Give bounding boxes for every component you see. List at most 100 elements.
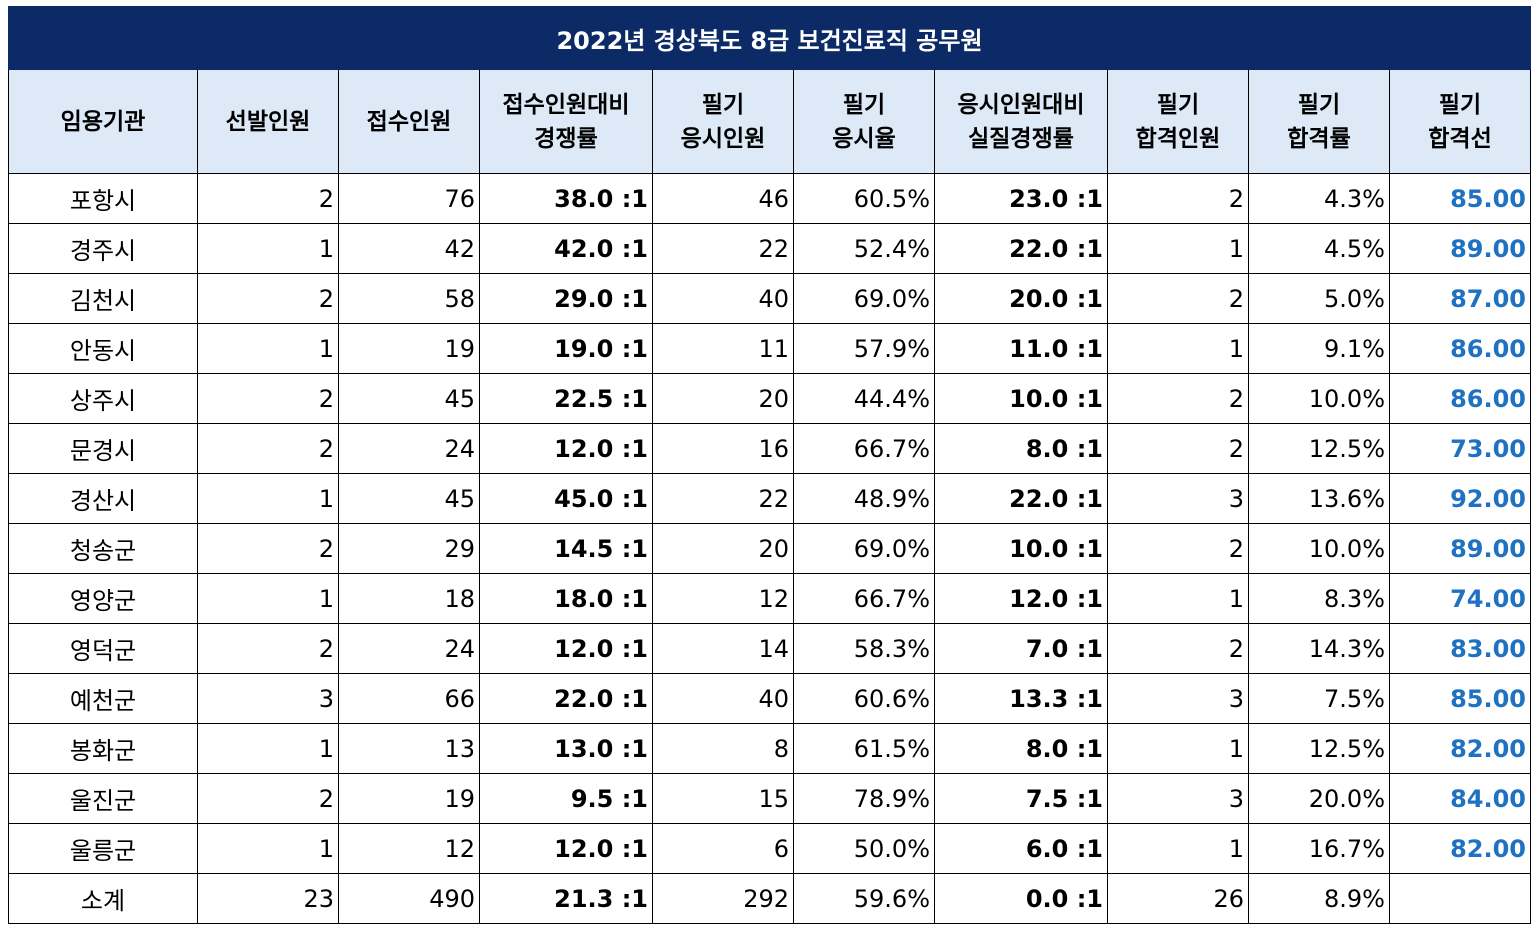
cell-real-ratio[interactable]: 7.0 :1 bbox=[934, 623, 1108, 674]
cell-app-ratio[interactable]: 12.0 :1 bbox=[479, 423, 653, 474]
cell-written-takers[interactable]: 292 bbox=[652, 873, 794, 924]
cell-selected[interactable]: 3 bbox=[197, 673, 339, 724]
header-written-passers[interactable]: 필기 합격인원 bbox=[1107, 69, 1249, 174]
cell-app-ratio[interactable]: 22.0 :1 bbox=[479, 673, 653, 724]
header-written-rate[interactable]: 필기 응시율 bbox=[793, 69, 935, 174]
cell-written-rate[interactable]: 69.0% bbox=[793, 273, 935, 324]
cell-applicants[interactable]: 29 bbox=[338, 523, 480, 574]
cell-applicants[interactable]: 66 bbox=[338, 673, 480, 724]
cell-app-ratio[interactable]: 13.0 :1 bbox=[479, 723, 653, 774]
cell-selected[interactable]: 1 bbox=[197, 323, 339, 374]
cell-written-takers[interactable]: 6 bbox=[652, 823, 794, 874]
cell-agency[interactable]: 울릉군 bbox=[8, 823, 198, 874]
cell-app-ratio[interactable]: 19.0 :1 bbox=[479, 323, 653, 374]
cell-written-takers[interactable]: 40 bbox=[652, 673, 794, 724]
cell-agency[interactable]: 청송군 bbox=[8, 523, 198, 574]
cell-app-ratio[interactable]: 22.5 :1 bbox=[479, 373, 653, 424]
header-selected[interactable]: 선발인원 bbox=[197, 69, 339, 174]
cell-agency[interactable]: 안동시 bbox=[8, 323, 198, 374]
cell-real-ratio[interactable]: 22.0 :1 bbox=[934, 473, 1108, 524]
cell-pass-rate[interactable]: 13.6% bbox=[1248, 473, 1390, 524]
cell-selected[interactable]: 2 bbox=[197, 273, 339, 324]
cell-written-passers[interactable]: 2 bbox=[1107, 623, 1249, 674]
cell-agency[interactable]: 영양군 bbox=[8, 573, 198, 624]
cell-written-passers[interactable]: 3 bbox=[1107, 473, 1249, 524]
cell-applicants[interactable]: 58 bbox=[338, 273, 480, 324]
cell-app-ratio[interactable]: 18.0 :1 bbox=[479, 573, 653, 624]
cell-selected[interactable]: 23 bbox=[197, 873, 339, 924]
cell-app-ratio[interactable]: 14.5 :1 bbox=[479, 523, 653, 574]
cell-real-ratio[interactable]: 22.0 :1 bbox=[934, 223, 1108, 274]
cell-app-ratio[interactable]: 12.0 :1 bbox=[479, 823, 653, 874]
cell-real-ratio[interactable]: 12.0 :1 bbox=[934, 573, 1108, 624]
cell-real-ratio[interactable]: 20.0 :1 bbox=[934, 273, 1108, 324]
cell-written-rate[interactable]: 66.7% bbox=[793, 423, 935, 474]
cell-real-ratio[interactable]: 11.0 :1 bbox=[934, 323, 1108, 374]
cell-applicants[interactable]: 18 bbox=[338, 573, 480, 624]
cell-selected[interactable]: 2 bbox=[197, 173, 339, 224]
cell-written-passers[interactable]: 1 bbox=[1107, 323, 1249, 374]
cell-written-rate[interactable]: 58.3% bbox=[793, 623, 935, 674]
cell-written-rate[interactable]: 60.6% bbox=[793, 673, 935, 724]
cell-real-ratio[interactable]: 7.5 :1 bbox=[934, 773, 1108, 824]
cell-agency[interactable]: 포항시 bbox=[8, 173, 198, 224]
header-app-ratio[interactable]: 접수인원대비 경쟁률 bbox=[479, 69, 653, 174]
cell-selected[interactable]: 1 bbox=[197, 223, 339, 274]
cell-applicants[interactable]: 45 bbox=[338, 373, 480, 424]
cell-written-takers[interactable]: 14 bbox=[652, 623, 794, 674]
cell-agency[interactable]: 문경시 bbox=[8, 423, 198, 474]
cell-written-passers[interactable]: 2 bbox=[1107, 423, 1249, 474]
cell-written-passers[interactable]: 1 bbox=[1107, 573, 1249, 624]
cell-selected[interactable]: 1 bbox=[197, 723, 339, 774]
cell-app-ratio[interactable]: 21.3 :1 bbox=[479, 873, 653, 924]
cell-applicants[interactable]: 24 bbox=[338, 623, 480, 674]
cell-agency[interactable]: 봉화군 bbox=[8, 723, 198, 774]
cell-cutoff[interactable]: 82.00 bbox=[1388, 823, 1532, 874]
cell-cutoff[interactable]: 84.00 bbox=[1388, 773, 1532, 824]
header-cutoff[interactable]: 필기 합격선 bbox=[1388, 69, 1532, 174]
cell-cutoff[interactable]: 89.00 bbox=[1388, 223, 1532, 274]
cell-written-passers[interactable]: 2 bbox=[1107, 373, 1249, 424]
cell-real-ratio[interactable]: 8.0 :1 bbox=[934, 723, 1108, 774]
cell-applicants[interactable]: 42 bbox=[338, 223, 480, 274]
cell-written-rate[interactable]: 57.9% bbox=[793, 323, 935, 374]
header-applicants[interactable]: 접수인원 bbox=[338, 69, 480, 174]
cell-app-ratio[interactable]: 38.0 :1 bbox=[479, 173, 653, 224]
cell-pass-rate[interactable]: 12.5% bbox=[1248, 723, 1390, 774]
cell-written-rate[interactable]: 78.9% bbox=[793, 773, 935, 824]
cell-written-takers[interactable]: 22 bbox=[652, 223, 794, 274]
cell-real-ratio[interactable]: 10.0 :1 bbox=[934, 373, 1108, 424]
cell-written-passers[interactable]: 3 bbox=[1107, 673, 1249, 724]
cell-written-passers[interactable]: 3 bbox=[1107, 773, 1249, 824]
cell-cutoff[interactable]: 92.00 bbox=[1388, 473, 1532, 524]
cell-written-takers[interactable]: 22 bbox=[652, 473, 794, 524]
cell-agency[interactable]: 경산시 bbox=[8, 473, 198, 524]
cell-written-takers[interactable]: 15 bbox=[652, 773, 794, 824]
cell-cutoff[interactable]: 85.00 bbox=[1388, 173, 1532, 224]
cell-applicants[interactable]: 19 bbox=[338, 773, 480, 824]
cell-cutoff[interactable] bbox=[1388, 873, 1532, 924]
cell-selected[interactable]: 1 bbox=[197, 573, 339, 624]
cell-app-ratio[interactable]: 29.0 :1 bbox=[479, 273, 653, 324]
cell-applicants[interactable]: 13 bbox=[338, 723, 480, 774]
cell-agency[interactable]: 경주시 bbox=[8, 223, 198, 274]
cell-cutoff[interactable]: 86.00 bbox=[1388, 373, 1532, 424]
cell-app-ratio[interactable]: 42.0 :1 bbox=[479, 223, 653, 274]
cell-real-ratio[interactable]: 13.3 :1 bbox=[934, 673, 1108, 724]
header-pass-rate[interactable]: 필기 합격률 bbox=[1248, 69, 1390, 174]
cell-selected[interactable]: 1 bbox=[197, 473, 339, 524]
cell-applicants[interactable]: 12 bbox=[338, 823, 480, 874]
cell-written-rate[interactable]: 50.0% bbox=[793, 823, 935, 874]
header-written-takers[interactable]: 필기 응시인원 bbox=[652, 69, 794, 174]
cell-selected[interactable]: 1 bbox=[197, 823, 339, 874]
cell-written-passers[interactable]: 1 bbox=[1107, 223, 1249, 274]
cell-cutoff[interactable]: 86.00 bbox=[1388, 323, 1532, 374]
cell-agency[interactable]: 예천군 bbox=[8, 673, 198, 724]
cell-cutoff[interactable]: 74.00 bbox=[1388, 573, 1532, 624]
cell-applicants[interactable]: 19 bbox=[338, 323, 480, 374]
cell-real-ratio[interactable]: 6.0 :1 bbox=[934, 823, 1108, 874]
cell-pass-rate[interactable]: 4.3% bbox=[1248, 173, 1390, 224]
cell-pass-rate[interactable]: 9.1% bbox=[1248, 323, 1390, 374]
cell-app-ratio[interactable]: 45.0 :1 bbox=[479, 473, 653, 524]
cell-applicants[interactable]: 490 bbox=[338, 873, 480, 924]
